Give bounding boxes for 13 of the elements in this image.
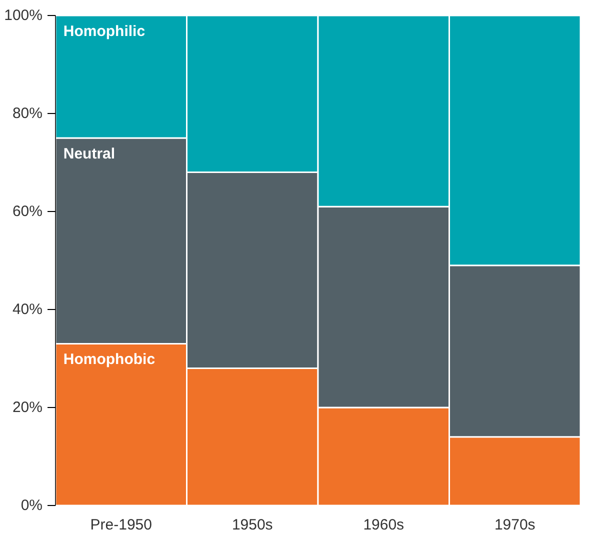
- y-tick-label: 80%: [12, 105, 43, 122]
- series-label: Homophobic: [63, 351, 156, 368]
- y-tick-label: 100%: [4, 7, 43, 24]
- series-label: Neutral: [63, 145, 116, 162]
- series-label: Homophilic: [63, 22, 146, 40]
- x-tick-label: 1960s: [363, 516, 404, 534]
- x-tick-label: 1950s: [232, 516, 273, 534]
- y-tick-label: 40%: [12, 301, 43, 318]
- y-tick-label: 20%: [12, 399, 43, 416]
- x-tick-label: Pre-1950: [90, 516, 152, 534]
- y-tick-label: 0%: [20, 497, 43, 514]
- x-tick-label: 1970s: [494, 516, 536, 534]
- y-tick-label: 60%: [12, 203, 43, 220]
